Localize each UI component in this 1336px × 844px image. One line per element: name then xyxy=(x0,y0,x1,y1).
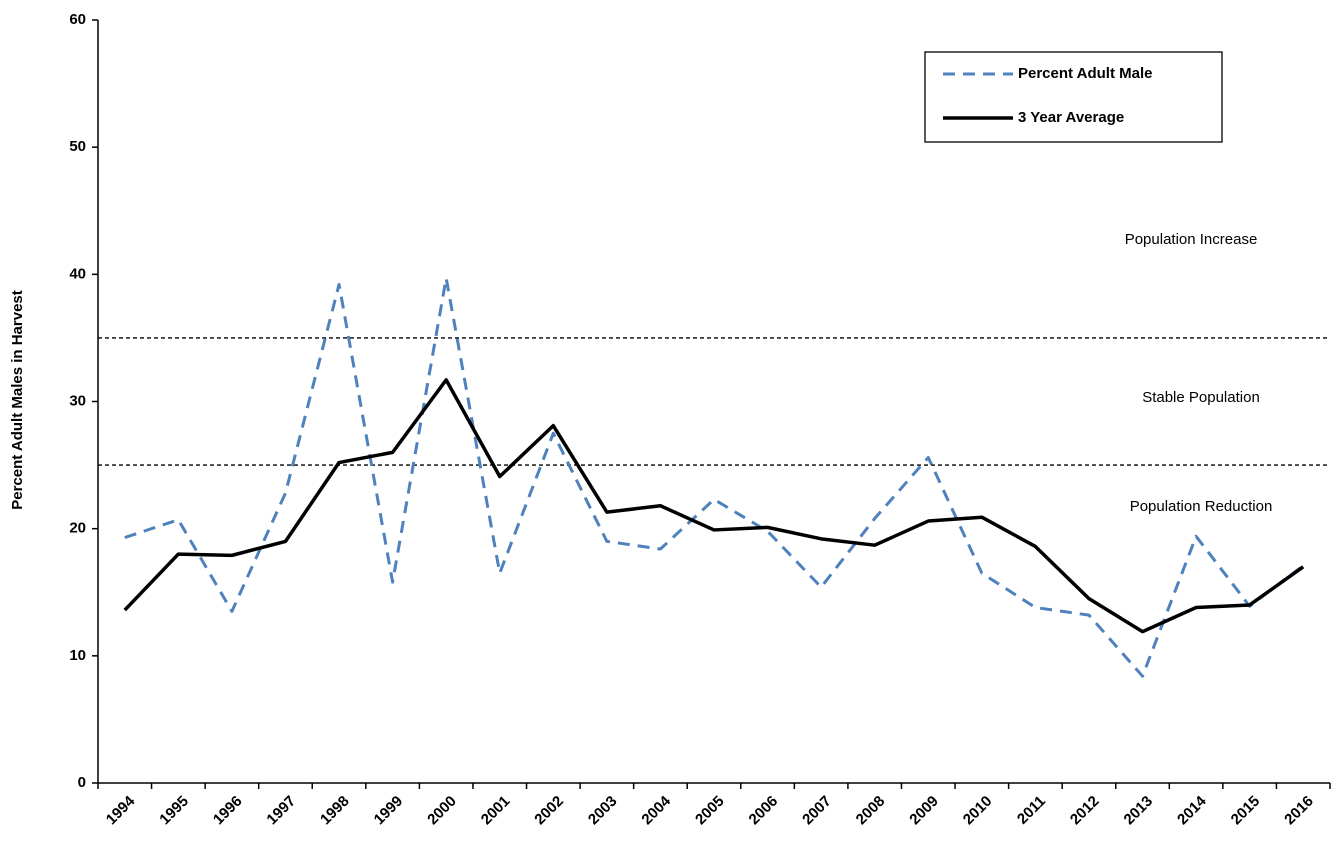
x-tick-label: 2007 xyxy=(799,793,835,829)
x-tick-label: 2006 xyxy=(746,793,782,829)
y-tick-label: 30 xyxy=(69,392,86,409)
x-tick-label: 1997 xyxy=(263,793,299,829)
x-tick-label: 2008 xyxy=(853,793,889,829)
x-tick-label: 2002 xyxy=(531,793,567,829)
x-tick-label: 2009 xyxy=(906,793,942,829)
annotation: Population Reduction xyxy=(1130,498,1273,515)
x-tick-label: 2011 xyxy=(1014,793,1049,828)
legend-box xyxy=(924,51,1223,143)
x-tick-label: 2013 xyxy=(1121,793,1157,829)
x-tick-label: 2000 xyxy=(424,793,460,829)
annotation: Stable Population xyxy=(1142,389,1260,406)
x-tick-label: 2004 xyxy=(638,792,674,828)
x-tick-label: 2014 xyxy=(1174,792,1210,828)
legend-label: Percent Adult Male xyxy=(1018,65,1152,82)
x-tick-label: 2012 xyxy=(1067,793,1103,829)
data-line xyxy=(123,378,1305,634)
y-tick-label: 10 xyxy=(69,647,86,664)
y-tick-label: 0 xyxy=(78,774,86,791)
y-tick-label: 60 xyxy=(69,11,86,28)
x-tick-label: 2010 xyxy=(960,793,996,829)
x-tick-label: 2003 xyxy=(585,793,621,829)
y-axis-label: Percent Adult Males in Harvest xyxy=(9,290,26,510)
x-tick-label: 1998 xyxy=(317,793,353,829)
x-tick-label: 1996 xyxy=(210,793,246,829)
x-tick-label: 2016 xyxy=(1281,793,1317,829)
y-tick-label: 20 xyxy=(69,520,86,537)
y-tick-label: 40 xyxy=(69,265,86,282)
x-tick-label: 2001 xyxy=(478,793,514,829)
x-tick-label: 2005 xyxy=(692,793,728,829)
x-tick-label: 1995 xyxy=(156,793,192,829)
x-tick-label: 1999 xyxy=(371,793,407,829)
y-tick-label: 50 xyxy=(69,138,86,155)
legend-label: 3 Year Average xyxy=(1018,109,1124,126)
annotation: Population Increase xyxy=(1125,231,1258,248)
x-tick-label: 1994 xyxy=(103,792,139,828)
x-tick-label: 2015 xyxy=(1228,793,1264,829)
